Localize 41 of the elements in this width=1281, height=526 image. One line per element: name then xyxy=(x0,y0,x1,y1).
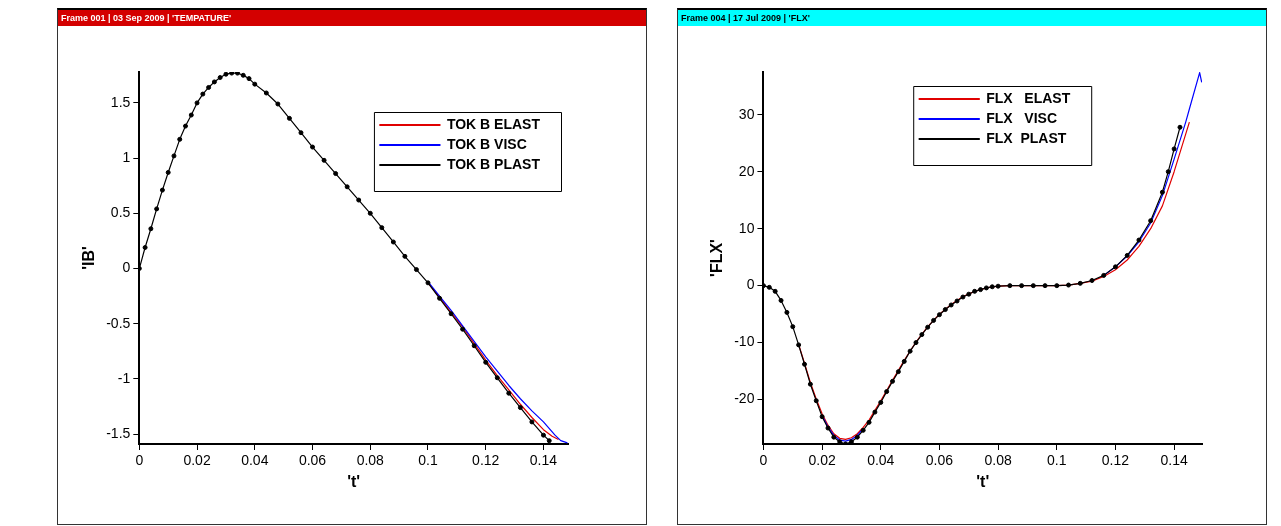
x-tick-label: 0.12 xyxy=(472,452,500,469)
x-tick-label: 0.1 xyxy=(1047,452,1067,469)
chart-title: Frame 004 | 17 Jul 2009 | 'FLX' xyxy=(678,10,1266,26)
y-tick-label: -1 xyxy=(117,369,131,386)
x-axis-title: 't' xyxy=(976,472,990,490)
legend-label: TOK B PLAST xyxy=(446,155,541,172)
y-tick-label: 30 xyxy=(738,105,755,122)
y-tick-label: 0 xyxy=(122,259,131,276)
x-tick-label: 0.04 xyxy=(241,452,269,469)
x-tick-label: 0.14 xyxy=(1160,452,1188,469)
legend-label: FLX ELAST xyxy=(986,89,1071,106)
legend-label: TOK B VISC xyxy=(446,135,527,152)
legend-label: FLX VISC xyxy=(986,109,1058,126)
x-tick-label: 0.08 xyxy=(984,452,1012,469)
x-tick-label: 0.02 xyxy=(808,452,836,469)
legend-label: TOK B ELAST xyxy=(446,115,541,132)
y-tick-label: -0.5 xyxy=(106,314,131,331)
y-tick-label: 0.5 xyxy=(110,204,131,221)
y-tick-label: -1.5 xyxy=(106,424,131,441)
chart-title: Frame 001 | 03 Sep 2009 | 'TEMPATURE' xyxy=(58,10,646,26)
x-tick-label: 0.02 xyxy=(183,452,211,469)
x-tick-label: 0.04 xyxy=(867,452,895,469)
x-tick-label: 0.14 xyxy=(529,452,558,469)
y-tick-label: 1.5 xyxy=(110,93,131,110)
x-tick-label: 0.06 xyxy=(925,452,954,469)
y-tick-label: 1 xyxy=(122,148,131,165)
y-tick-label: 20 xyxy=(738,162,755,179)
x-tick-label: 0.12 xyxy=(1101,452,1130,469)
x-axis-title: 't' xyxy=(347,472,361,490)
x-tick-label: 0 xyxy=(135,452,144,469)
y-tick-label: -20 xyxy=(734,390,755,407)
x-tick-label: 0.1 xyxy=(418,452,438,469)
y-tick-label: 10 xyxy=(738,219,755,236)
x-tick-label: 0 xyxy=(759,452,768,469)
x-tick-label: 0.06 xyxy=(298,452,327,469)
x-tick-label: 0.08 xyxy=(356,452,385,469)
y-axis-title: 'FLX' xyxy=(708,239,726,277)
legend-label: FLX PLAST xyxy=(986,129,1067,146)
y-tick-label: -10 xyxy=(734,333,755,350)
y-tick-label: 0 xyxy=(746,276,755,293)
y-axis-title: 'IB' xyxy=(80,246,98,270)
